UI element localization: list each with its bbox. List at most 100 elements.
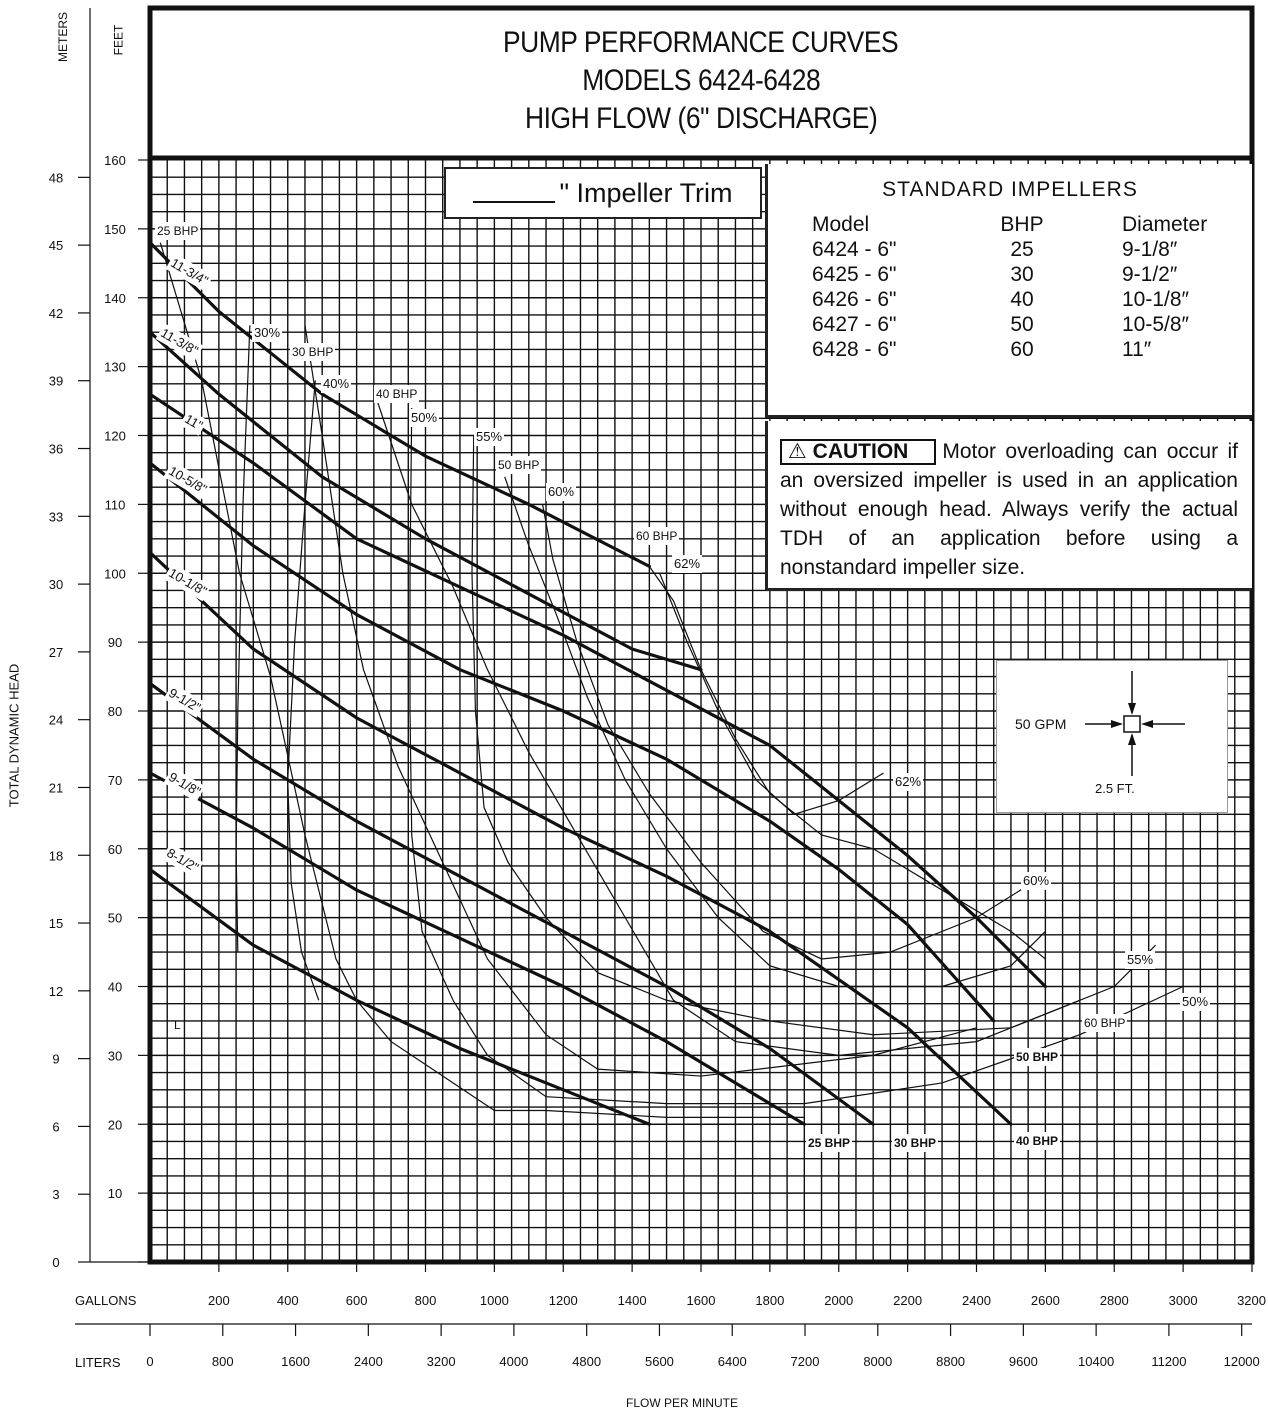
annotation-55-pct: 55% bbox=[1125, 951, 1156, 969]
impeller-trim-box: " Impeller Trim bbox=[444, 167, 762, 219]
gallons-tick-label: 800 bbox=[415, 1293, 437, 1308]
meters-tick-label: 36 bbox=[49, 442, 63, 457]
cell-diameter: 9-1/8″ bbox=[1122, 237, 1178, 261]
scale-key-box: 50 GPM 2.5 FT. bbox=[996, 660, 1228, 813]
cell-model: 6426 - 6" bbox=[812, 287, 897, 311]
feet-tick-label: 90 bbox=[108, 635, 122, 650]
liters-tick-label: 12000 bbox=[1224, 1354, 1260, 1369]
meters-tick-label: 48 bbox=[49, 170, 63, 185]
gallons-tick-label: 2400 bbox=[962, 1293, 991, 1308]
annotation-62-pct: 62% bbox=[893, 773, 924, 791]
caution-text: Motor overloading can occur if an oversi… bbox=[780, 440, 1238, 579]
trim-blank-line bbox=[473, 183, 556, 203]
head-curve-2 bbox=[148, 330, 703, 672]
liters-tick-label: 6400 bbox=[718, 1354, 747, 1369]
header-model: Model bbox=[812, 212, 870, 236]
head-curve-7 bbox=[148, 771, 806, 1126]
head-curve-8 bbox=[148, 867, 651, 1126]
gallons-axis-label: GALLONS bbox=[75, 1293, 137, 1308]
table-row: 6426 - 6" 40 10-1/8″ bbox=[812, 287, 1242, 312]
meters-tick-label: 30 bbox=[49, 577, 63, 592]
table-header-row: Model BHP Diameter bbox=[812, 212, 1242, 237]
gallons-tick-label: 2200 bbox=[893, 1293, 922, 1308]
meters-tick-label: 3 bbox=[52, 1187, 59, 1202]
annotation-30-bhp-top: 30 BHP bbox=[290, 343, 336, 361]
cell-diameter: 11″ bbox=[1122, 337, 1152, 361]
annotation-50-pct: 50% bbox=[1180, 993, 1211, 1011]
feet-tick-label: 120 bbox=[104, 429, 126, 444]
annotation-25-bhp-top: 25 BHP bbox=[155, 222, 201, 240]
cell-diameter: 9-1/2″ bbox=[1122, 262, 1178, 286]
scale-ft-label: 2.5 FT. bbox=[1095, 781, 1135, 796]
scale-key-arrows bbox=[1085, 671, 1185, 776]
meters-tick-label: 21 bbox=[49, 780, 63, 795]
y-axis-title: TOTAL DYNAMIC HEAD bbox=[6, 663, 22, 808]
table-row: 6425 - 6" 30 9-1/2″ bbox=[812, 262, 1242, 287]
liters-tick-label: 8800 bbox=[936, 1354, 965, 1369]
meters-tick-label: 42 bbox=[49, 306, 63, 321]
gallons-tick-label: 2000 bbox=[824, 1293, 853, 1308]
annotation-50-bhp: 50 BHP bbox=[1014, 1048, 1061, 1066]
feet-tick-label: 20 bbox=[108, 1117, 122, 1132]
efficiency-curve-50 bbox=[409, 407, 1184, 1105]
liters-tick-label: 8000 bbox=[863, 1354, 892, 1369]
bhp-curve-50 bbox=[504, 476, 1046, 988]
feet-tick-label: 10 bbox=[108, 1186, 122, 1201]
title-line-2: MODELS 6424-6428 bbox=[581, 64, 821, 97]
meters-tick-label: 45 bbox=[49, 238, 63, 253]
liters-tick-label: 11200 bbox=[1151, 1354, 1186, 1369]
table-row: 6428 - 6" 60 11″ bbox=[812, 337, 1242, 362]
efficiency-curve-55 bbox=[471, 435, 1156, 1036]
annotation-30-bhp: 30 BHP bbox=[892, 1134, 939, 1152]
meters-tick-label: 15 bbox=[49, 916, 63, 931]
meters-tick-label: 24 bbox=[49, 713, 63, 728]
meters-tick-label: 12 bbox=[49, 984, 63, 999]
gallons-tick-label: 200 bbox=[208, 1293, 230, 1308]
gallons-tick-label: 3200 bbox=[1237, 1293, 1266, 1308]
liters-tick-label: 3200 bbox=[427, 1354, 456, 1369]
feet-tick-label: 160 bbox=[104, 153, 126, 168]
gallons-tick-label: 2600 bbox=[1031, 1293, 1060, 1308]
annotation-40-bhp: 40 BHP bbox=[1014, 1132, 1061, 1150]
feet-tick-label: 60 bbox=[108, 842, 122, 857]
cell-bhp: 25 bbox=[1010, 237, 1034, 261]
annotation-l-mark: L bbox=[174, 1018, 181, 1032]
head-curve-1 bbox=[148, 241, 651, 568]
cell-bhp: 50 bbox=[1010, 312, 1034, 336]
meters-tick-label: 33 bbox=[49, 509, 63, 524]
gallons-tick-label: 1000 bbox=[480, 1293, 509, 1308]
table-row: 6427 - 6" 50 10-5/8″ bbox=[812, 312, 1242, 337]
cell-model: 6425 - 6" bbox=[812, 262, 897, 286]
annotation-60-pct: 60% bbox=[1021, 872, 1052, 890]
annotation-40-pct: 40% bbox=[321, 375, 352, 393]
head-curve-5 bbox=[148, 550, 1013, 1126]
cell-model: 6428 - 6" bbox=[812, 337, 897, 361]
feet-tick-label: 150 bbox=[104, 222, 126, 237]
meters-axis-label: METERS bbox=[56, 11, 71, 63]
table-row: 6424 - 6" 25 9-1/8″ bbox=[812, 237, 1242, 262]
feet-axis-label: FEET bbox=[111, 24, 126, 56]
liters-tick-label: 0 bbox=[146, 1354, 153, 1369]
standard-impellers-table-box: STANDARD IMPELLERS Model BHP Diameter 64… bbox=[765, 164, 1252, 418]
meters-tick-label: 27 bbox=[49, 645, 63, 660]
liters-tick-label: 800 bbox=[212, 1354, 234, 1369]
liters-tick-label: 1600 bbox=[281, 1354, 310, 1369]
impeller-trim-label: " Impeller Trim bbox=[559, 177, 733, 208]
cell-diameter: 10-1/8″ bbox=[1122, 287, 1189, 311]
gallons-tick-label: 1400 bbox=[618, 1293, 647, 1308]
liters-tick-label: 4000 bbox=[499, 1354, 528, 1369]
cell-bhp: 60 bbox=[1010, 337, 1034, 361]
cell-bhp: 30 bbox=[1010, 262, 1034, 286]
efficiency-curve-30 bbox=[235, 325, 251, 953]
standard-impellers-table: Model BHP Diameter 6424 - 6" 25 9-1/8″ 6… bbox=[812, 212, 1242, 362]
gallons-tick-label: 2800 bbox=[1100, 1293, 1129, 1308]
annotation-30-pct: 30% bbox=[252, 324, 283, 342]
liters-tick-label: 2400 bbox=[354, 1354, 383, 1369]
head-curve-3 bbox=[148, 392, 1047, 989]
gallons-tick-label: 1600 bbox=[687, 1293, 716, 1308]
cell-diameter: 10-5/8″ bbox=[1122, 312, 1189, 336]
gallons-tick-label: 600 bbox=[346, 1293, 368, 1308]
liters-tick-label: 10400 bbox=[1078, 1354, 1114, 1369]
cell-bhp: 40 bbox=[1010, 287, 1034, 311]
